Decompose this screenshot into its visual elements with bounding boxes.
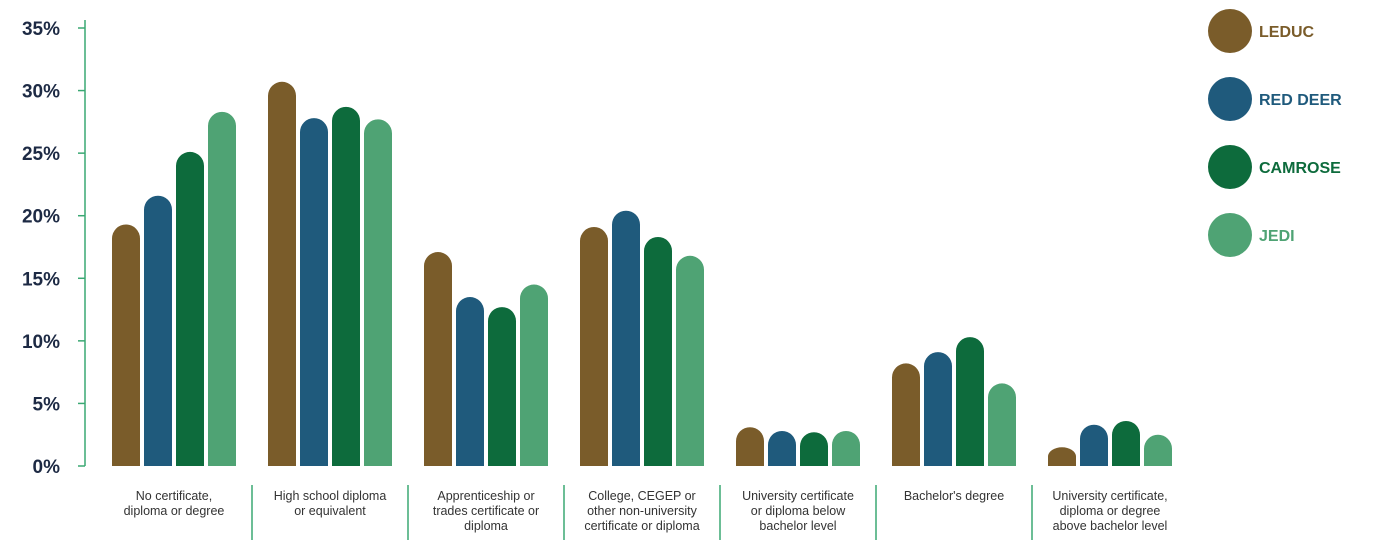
bar-red-deer [612, 210, 640, 466]
legend: LEDUC RED DEER CAMROSE JEDI [1208, 9, 1342, 257]
legend-label: RED DEER [1259, 92, 1342, 109]
x-tick-label: Apprenticeship or trades certificate or di… [433, 489, 539, 533]
bar-jedi [520, 284, 548, 466]
y-tick-label: 0% [33, 457, 61, 478]
y-tick-label: 20% [22, 207, 60, 228]
bar-camrose [1112, 420, 1140, 466]
bar-jedi [208, 111, 236, 467]
bar-red-deer [144, 195, 172, 466]
bar-red-deer [1080, 424, 1108, 466]
legend-swatch [1208, 213, 1252, 257]
x-tick-label: No certificate, diploma or degree [124, 489, 225, 518]
bar-leduc [268, 81, 296, 467]
bar-camrose [332, 106, 360, 467]
legend-label: JEDI [1259, 228, 1295, 245]
bar-red-deer [768, 430, 796, 466]
bar-red-deer [924, 352, 952, 466]
bar-leduc [112, 224, 140, 466]
legend-swatch [1208, 9, 1252, 53]
y-axis: 0% 5% 10% 15% 20% 25% 30% 35% [22, 19, 86, 478]
x-tick-label: Bachelor's degree [904, 489, 1004, 503]
bars [112, 81, 1172, 467]
bar-camrose [176, 151, 204, 466]
x-tick-label: University certificate, diploma or degree… [1052, 489, 1167, 533]
legend-label: CAMROSE [1259, 160, 1341, 177]
bar-jedi [832, 430, 860, 466]
bar-red-deer [456, 297, 484, 466]
bar-leduc [736, 427, 764, 466]
y-tick-label: 25% [22, 144, 60, 165]
y-tick-label: 35% [22, 19, 60, 40]
bar-jedi [676, 255, 704, 466]
y-tick-label: 30% [22, 82, 60, 103]
bar-jedi [1144, 434, 1172, 466]
bar-camrose [644, 236, 672, 466]
bar-camrose [800, 432, 828, 466]
bar-camrose [488, 307, 516, 466]
bar-jedi [988, 383, 1016, 466]
y-tick-label: 10% [22, 332, 60, 353]
x-tick-label: College, CEGEP or other non-university cer… [584, 489, 699, 533]
bar-leduc [1048, 447, 1076, 466]
bar-leduc [580, 226, 608, 466]
legend-swatch [1208, 77, 1252, 121]
bar-red-deer [300, 118, 328, 467]
y-tick-label: 5% [33, 394, 61, 415]
legend-label: LEDUC [1259, 24, 1315, 41]
x-tick-label: University certificate or diploma below ba… [742, 489, 854, 533]
y-tick-label: 15% [22, 269, 60, 290]
x-tick-label: High school diploma or equivalent [274, 489, 387, 518]
bar-leduc [424, 252, 452, 466]
bar-jedi [364, 119, 392, 466]
legend-swatch [1208, 145, 1252, 189]
bar-leduc [892, 363, 920, 466]
bar-camrose [956, 337, 985, 466]
x-axis-labels: No certificate, diploma or degree High sch… [124, 485, 1168, 540]
